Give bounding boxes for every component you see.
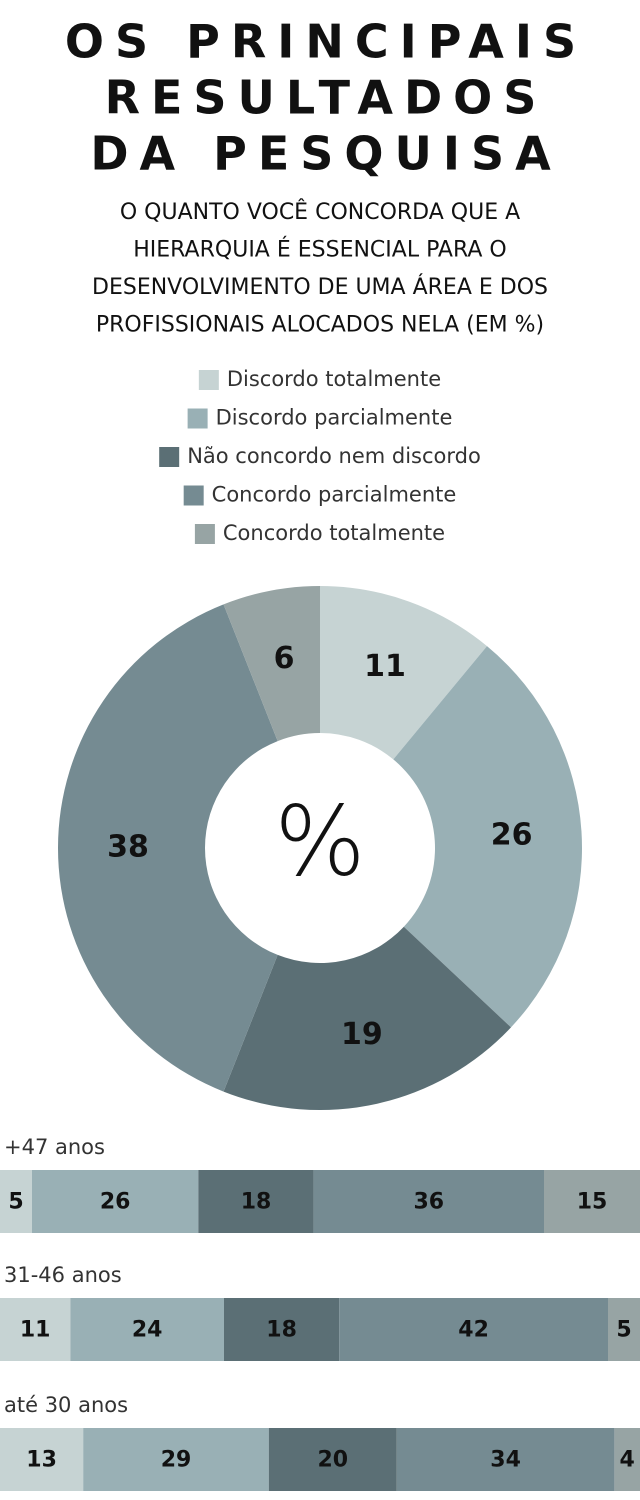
bar-value: 5 (616, 1318, 631, 1343)
bar-segment (224, 1298, 340, 1361)
bar-value: 36 (413, 1190, 444, 1215)
legend-swatch (198, 370, 219, 390)
legend-label: Discordo totalmente (227, 367, 441, 391)
bar-value: 13 (26, 1448, 57, 1473)
bar-value: 11 (20, 1318, 51, 1343)
row-label: até 30 anos (4, 1393, 128, 1417)
bar-value: 18 (241, 1190, 272, 1215)
slice-label: 38 (107, 830, 149, 865)
bar-value: 20 (317, 1448, 348, 1473)
bar-segment (32, 1170, 199, 1233)
slice-label: 11 (364, 649, 406, 684)
bar-value: 24 (132, 1318, 163, 1343)
bar-segment (0, 1298, 71, 1361)
legend-label: Concordo parcialmente (212, 483, 457, 507)
legend-item: Não concordo nem discordo (159, 444, 481, 468)
donut-slice (393, 646, 582, 1028)
legend-item: Concordo parcialmente (183, 483, 457, 507)
bar-value: 29 (161, 1448, 192, 1473)
bar-value: 4 (620, 1448, 635, 1473)
legend-label: Discordo parcialmente (216, 406, 453, 430)
donut-slice (58, 604, 278, 1092)
bar-segment (198, 1170, 314, 1233)
slice-label: 19 (341, 1017, 383, 1052)
bar-segment (70, 1298, 225, 1361)
row-label: 31-46 anos (4, 1263, 122, 1287)
bar-value: 5 (8, 1190, 23, 1215)
bar-value: 26 (100, 1190, 131, 1215)
legend-swatch (159, 447, 180, 467)
bar-segment (396, 1428, 615, 1491)
donut-slice (320, 586, 488, 760)
bar-segment (614, 1428, 640, 1491)
slice-label: 26 (491, 817, 533, 852)
subtitle-line: O QUANTO VOCÊ CONCORDA QUE A (120, 199, 520, 225)
donut-slice (223, 926, 511, 1110)
bar-segment (313, 1170, 544, 1233)
bar-segment (0, 1170, 32, 1233)
title-line: RESULTADOS (105, 71, 548, 125)
bar-value: 18 (266, 1318, 297, 1343)
legend-item: Concordo totalmente (194, 521, 445, 545)
legend-label: Não concordo nem discordo (187, 444, 481, 468)
donut-slice (223, 586, 320, 742)
legend-swatch (194, 524, 215, 544)
bar-value: 42 (458, 1318, 489, 1343)
legend-item: Discordo parcialmente (187, 406, 453, 430)
bar-segment (83, 1428, 269, 1491)
legend-swatch (183, 485, 204, 506)
subtitle-line: DESENVOLVIMENTO DE UMA ÁREA E DOS (92, 274, 548, 300)
bar-segment (608, 1298, 640, 1361)
bar-segment (268, 1428, 397, 1491)
bar-value: 34 (490, 1448, 521, 1473)
subtitle-line: PROFISSIONAIS ALOCADOS NELA (EM %) (96, 313, 544, 338)
bar-segment (339, 1298, 608, 1361)
bar-segment (544, 1170, 640, 1233)
title-line: DA PESQUISA (90, 127, 561, 181)
slice-label: 6 (274, 641, 295, 676)
legend-item: Discordo totalmente (198, 367, 441, 391)
row-label: +47 anos (4, 1135, 105, 1159)
legend-label: Concordo totalmente (223, 521, 445, 545)
center-label: % (274, 785, 365, 897)
title-line: OS PRINCIPAIS (65, 15, 587, 69)
subtitle-line: HIERARQUIA É ESSENCIAL PARA O (133, 237, 507, 263)
bar-value: 15 (577, 1190, 608, 1215)
bar-segment (0, 1428, 84, 1491)
legend-swatch (187, 408, 208, 429)
